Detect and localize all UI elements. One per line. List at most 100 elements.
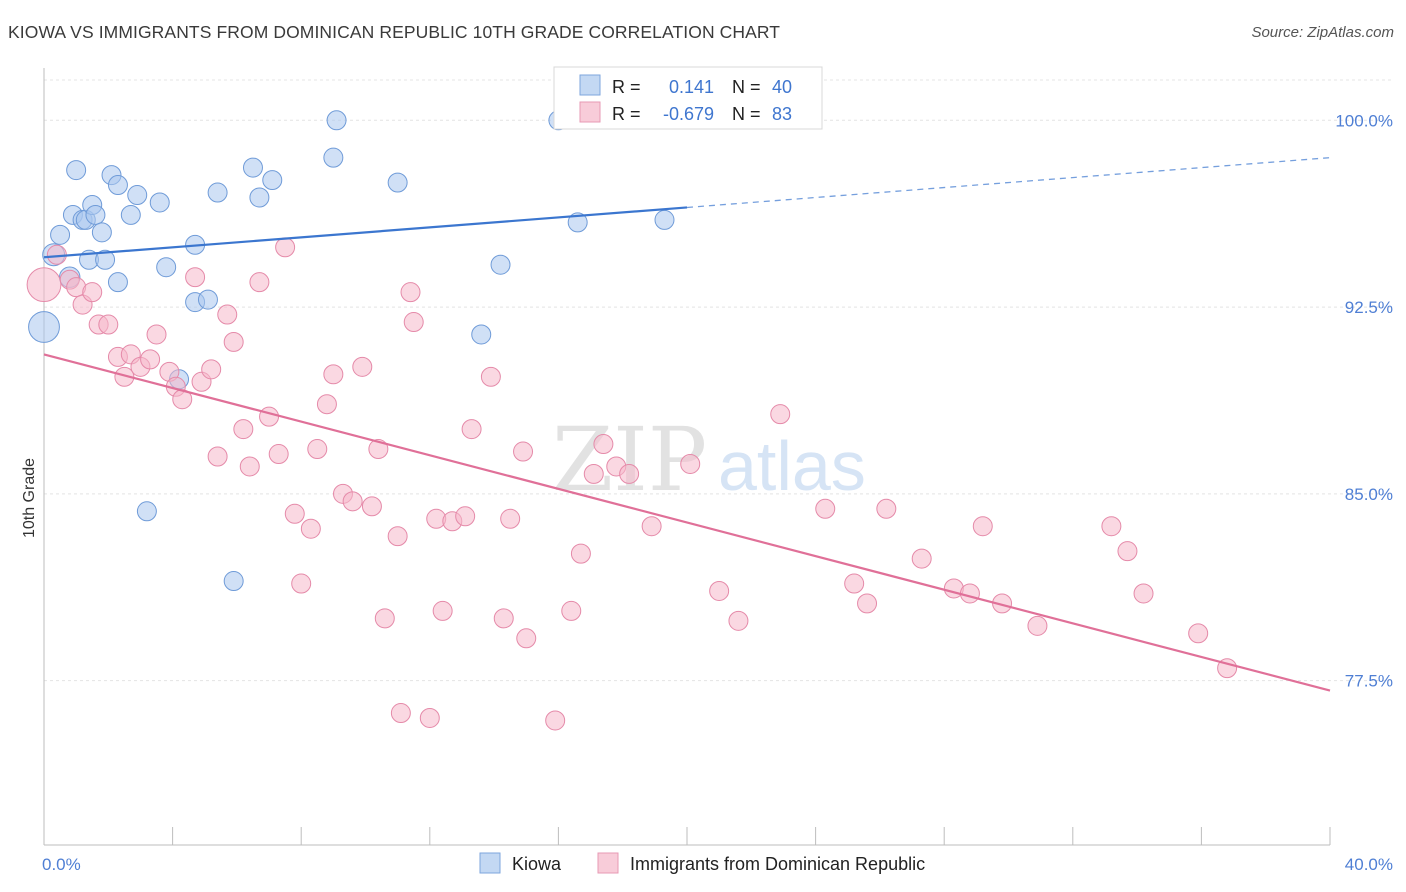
- kiowa-point: [197, 289, 218, 310]
- dominican-point: [140, 349, 161, 370]
- x-tick-labels: 0.0% 40.0%: [42, 855, 1393, 874]
- dominican-point: [268, 444, 289, 464]
- kiowa-point: [471, 324, 492, 345]
- source-label: Source: ZipAtlas.com: [1251, 24, 1394, 41]
- kiowa-point: [85, 204, 106, 225]
- dominican-trend-line: [43, 353, 1331, 692]
- dominican-point: [291, 573, 312, 594]
- dominican-point: [770, 404, 791, 425]
- dominican-point: [545, 710, 566, 731]
- dominican-point: [461, 419, 482, 440]
- dominican-point: [387, 526, 408, 547]
- dominican-point: [259, 406, 280, 427]
- kiowa-point: [127, 185, 148, 205]
- dominican-point: [403, 312, 424, 333]
- kiowa-point: [107, 175, 128, 196]
- dominican-point: [480, 366, 501, 387]
- dominican-point: [500, 508, 521, 529]
- kiowa-point: [156, 257, 177, 278]
- kiowa-point: [95, 249, 116, 270]
- kiowa-point: [66, 160, 87, 181]
- dominican-point: [323, 364, 344, 385]
- dominican-point: [82, 282, 103, 303]
- series-legend-swatch-dominican: [597, 852, 619, 874]
- y-tick-label: 92.5%: [1345, 298, 1393, 317]
- kiowa-point: [249, 187, 270, 208]
- dominican-point: [709, 580, 730, 601]
- dominican-point: [185, 267, 206, 288]
- y-axis-label: 10th Grade: [21, 458, 38, 538]
- dominican-point: [815, 498, 836, 519]
- chart-title: KIOWA VS IMMIGRANTS FROM DOMINICAN REPUB…: [8, 22, 781, 42]
- dominican-point: [876, 498, 897, 519]
- dominican-point: [570, 543, 591, 564]
- kiowa-trend-extension: [686, 157, 1331, 209]
- axes: [43, 68, 1331, 846]
- dominican-point: [352, 356, 373, 377]
- kiowa-trend-line: [43, 206, 688, 259]
- kiowa-point: [323, 147, 344, 168]
- dominican-point: [390, 703, 411, 723]
- dominican-point: [249, 272, 270, 293]
- legend-r-value-1: 0.141: [669, 77, 714, 97]
- data-points: [26, 110, 1238, 731]
- dominican-point: [1133, 583, 1154, 604]
- dominican-point: [1188, 623, 1209, 644]
- dominican-point: [239, 456, 260, 477]
- dominican-point: [583, 463, 604, 484]
- y-tick-label: 85.0%: [1345, 485, 1393, 504]
- legend-n-label-1: N =: [732, 77, 761, 97]
- dominican-point: [516, 628, 537, 649]
- x-tick-label: 0.0%: [42, 855, 81, 874]
- watermark: ZIP atlas: [552, 408, 866, 511]
- kiowa-point: [120, 204, 141, 225]
- dominican-point: [561, 600, 582, 621]
- dominican-point: [1027, 615, 1048, 636]
- dominican-point: [307, 439, 328, 460]
- dominican-point: [1117, 541, 1138, 562]
- y-tick-labels: 100.0% 92.5% 85.0% 77.5%: [1335, 111, 1393, 690]
- legend-r-label-1: R =: [612, 77, 641, 97]
- dominican-point: [284, 503, 305, 524]
- kiowa-point: [91, 222, 112, 243]
- dominican-point: [368, 439, 389, 460]
- dominican-point: [275, 237, 296, 258]
- trend-lines: [43, 157, 1331, 692]
- x-tick-label: 40.0%: [1345, 855, 1393, 874]
- dominican-point: [432, 600, 453, 621]
- series-legend-label-dominican: Immigrants from Dominican Republic: [630, 854, 925, 874]
- dominican-point: [146, 324, 167, 345]
- dominican-point: [857, 593, 878, 614]
- legend-swatch-dominican: [579, 101, 601, 123]
- dominican-point: [223, 331, 244, 352]
- series-legend-label-kiowa: Kiowa: [512, 854, 562, 874]
- dominican-point: [728, 610, 749, 631]
- kiowa-point: [326, 110, 347, 131]
- dominican-point: [201, 359, 222, 380]
- legend-n-label-2: N =: [732, 104, 761, 124]
- dominican-point: [342, 491, 363, 512]
- legend-n-value-1: 40: [772, 77, 792, 97]
- kiowa-point: [149, 192, 170, 213]
- dominican-point: [233, 419, 254, 440]
- dominican-point: [300, 518, 321, 539]
- legend-r-label-2: R =: [612, 104, 641, 124]
- dominican-point: [680, 453, 701, 474]
- dominican-point: [455, 506, 476, 527]
- legend-n-value-2: 83: [772, 104, 792, 124]
- dominican-point: [374, 608, 395, 629]
- dominican-point: [316, 394, 337, 415]
- dominican-point: [419, 708, 440, 728]
- dominican-point: [959, 583, 980, 604]
- dominican-point: [217, 304, 238, 325]
- dominican-point: [911, 548, 932, 569]
- dominican-point: [98, 314, 119, 335]
- dominican-point: [844, 573, 865, 594]
- series-legend-swatch-kiowa: [479, 852, 501, 874]
- dominican-point: [361, 496, 382, 517]
- kiowa-point: [242, 157, 263, 178]
- kiowa-point: [490, 254, 511, 275]
- dominican-point: [26, 267, 62, 303]
- dominican-point: [493, 608, 514, 629]
